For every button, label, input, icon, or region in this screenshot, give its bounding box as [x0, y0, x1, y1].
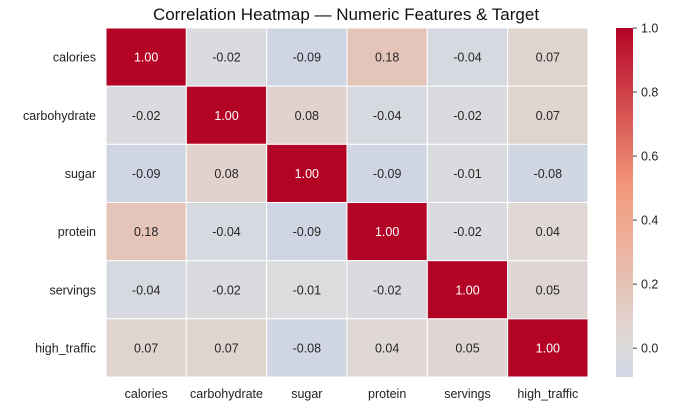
cell-value-label: 0.05	[455, 341, 479, 355]
cell-value-label: -0.02	[132, 109, 161, 123]
heatmap-cell-servings-servings	[426, 260, 509, 320]
colorbar: 0.0 0.2 0.4 0.6 0.8 1.0	[616, 22, 658, 377]
heatmap-value-labels: 1.00 -0.02 -0.09 0.18 -0.04 0.07 -0.02 1.00 0.08…	[132, 51, 562, 356]
cell-value-label: 1.00	[295, 167, 319, 181]
cell-value-label: 0.07	[536, 51, 560, 65]
y-tick-label: high_traffic	[35, 341, 96, 355]
cell-value-label: -0.04	[453, 51, 482, 65]
chart-title: Correlation Heatmap — Numeric Features &…	[153, 5, 539, 24]
cell-value-label: 1.00	[134, 51, 158, 65]
heatmap-cell-carbohydrate-high_traffic	[507, 85, 589, 145]
y-tick-label: protein	[58, 225, 96, 239]
x-tick-label: protein	[368, 387, 406, 401]
heatmap-cell-servings-sugar	[266, 260, 348, 320]
cell-value-label: -0.02	[453, 109, 482, 123]
heatmap-cell-sugar-protein	[346, 143, 428, 203]
cell-value-label: -0.09	[132, 167, 161, 181]
cell-value-label: 1.00	[375, 225, 399, 239]
colorbar-tick-labels: 0.0 0.2 0.4 0.6 0.8 1.0	[633, 22, 658, 356]
heatmap-cell-servings-high_traffic	[507, 260, 589, 320]
heatmap-cell-calories-sugar	[266, 27, 348, 87]
x-tick-label: carbohydrate	[190, 387, 263, 401]
x-tick-label: servings	[444, 387, 491, 401]
y-axis-tick-labels: calories carbohydrate sugar protein servings…	[23, 51, 96, 356]
colorbar-gradient	[616, 28, 633, 377]
cell-value-label: -0.04	[132, 283, 161, 297]
y-tick-label: servings	[49, 283, 96, 297]
heatmap-cell-protein-sugar	[266, 202, 348, 262]
y-tick-label: calories	[53, 51, 96, 65]
colorbar-tick-label: 0.4	[641, 214, 658, 228]
x-tick-label: high_traffic	[517, 387, 578, 401]
heatmap-cell-sugar-high_traffic	[507, 143, 589, 203]
cell-value-label: -0.01	[453, 167, 482, 181]
cell-value-label: 0.08	[214, 167, 238, 181]
heatmap-cell-calories-calories	[105, 27, 187, 87]
cell-value-label: 0.05	[536, 283, 560, 297]
cell-value-label: -0.08	[293, 341, 322, 355]
heatmap-cell-carbohydrate-protein	[346, 85, 428, 145]
x-axis-tick-labels: calories carbohydrate sugar protein servings…	[125, 387, 579, 401]
cell-value-label: 0.18	[134, 225, 158, 239]
cell-value-label: 0.18	[375, 51, 399, 65]
cell-value-label: -0.02	[373, 283, 402, 297]
colorbar-tick-label: 0.6	[641, 150, 658, 164]
cell-value-label: 0.07	[536, 109, 560, 123]
heatmap-cell-protein-servings	[426, 202, 509, 262]
heatmap-cell-protein-calories	[105, 202, 187, 262]
cell-value-label: 1.00	[455, 283, 479, 297]
cell-value-label: -0.04	[373, 109, 402, 123]
heatmap-cells	[105, 27, 589, 378]
colorbar-tick-label: 0.2	[641, 278, 658, 292]
cell-value-label: 1.00	[214, 109, 238, 123]
heatmap-cell-protein-carbohydrate	[185, 202, 268, 262]
cell-value-label: -0.09	[293, 51, 322, 65]
colorbar-tick-label: 0.8	[641, 86, 658, 100]
heatmap-cell-sugar-carbohydrate	[185, 143, 268, 203]
cell-value-label: -0.09	[293, 225, 322, 239]
cell-value-label: -0.02	[212, 283, 241, 297]
cell-value-label: -0.02	[212, 51, 241, 65]
cell-value-label: 1.00	[536, 341, 560, 355]
heatmap-cell-high_traffic-protein	[346, 318, 428, 378]
heatmap-cell-calories-protein	[346, 27, 428, 87]
cell-value-label: 0.07	[134, 341, 158, 355]
heatmap-cell-calories-carbohydrate	[185, 27, 268, 87]
heatmap-cell-protein-protein	[346, 202, 428, 262]
cell-value-label: -0.02	[453, 225, 482, 239]
heatmap-cell-servings-protein	[346, 260, 428, 320]
y-tick-label: sugar	[65, 167, 96, 181]
cell-value-label: -0.09	[373, 167, 402, 181]
x-tick-label: calories	[125, 387, 168, 401]
heatmap-cell-high_traffic-high_traffic	[507, 318, 589, 378]
heatmap-cell-high_traffic-calories	[105, 318, 187, 378]
heatmap-cell-high_traffic-servings	[426, 318, 509, 378]
heatmap-cell-protein-high_traffic	[507, 202, 589, 262]
cell-value-label: -0.08	[534, 167, 563, 181]
colorbar-tick-label: 0.0	[641, 342, 658, 356]
cell-value-label: 0.04	[536, 225, 560, 239]
y-tick-label: carbohydrate	[23, 109, 96, 123]
heatmap-cell-servings-calories	[105, 260, 187, 320]
heatmap-cell-calories-high_traffic	[507, 27, 589, 87]
x-tick-label: sugar	[291, 387, 322, 401]
cell-value-label: 0.04	[375, 341, 399, 355]
cell-value-label: 0.07	[214, 341, 238, 355]
cell-value-label: -0.04	[212, 225, 241, 239]
heatmap-cell-carbohydrate-carbohydrate	[185, 85, 268, 145]
heatmap-cell-sugar-servings	[426, 143, 509, 203]
colorbar-tick-label: 1.0	[641, 22, 658, 36]
cell-value-label: -0.01	[293, 283, 322, 297]
cell-value-label: 0.08	[295, 109, 319, 123]
